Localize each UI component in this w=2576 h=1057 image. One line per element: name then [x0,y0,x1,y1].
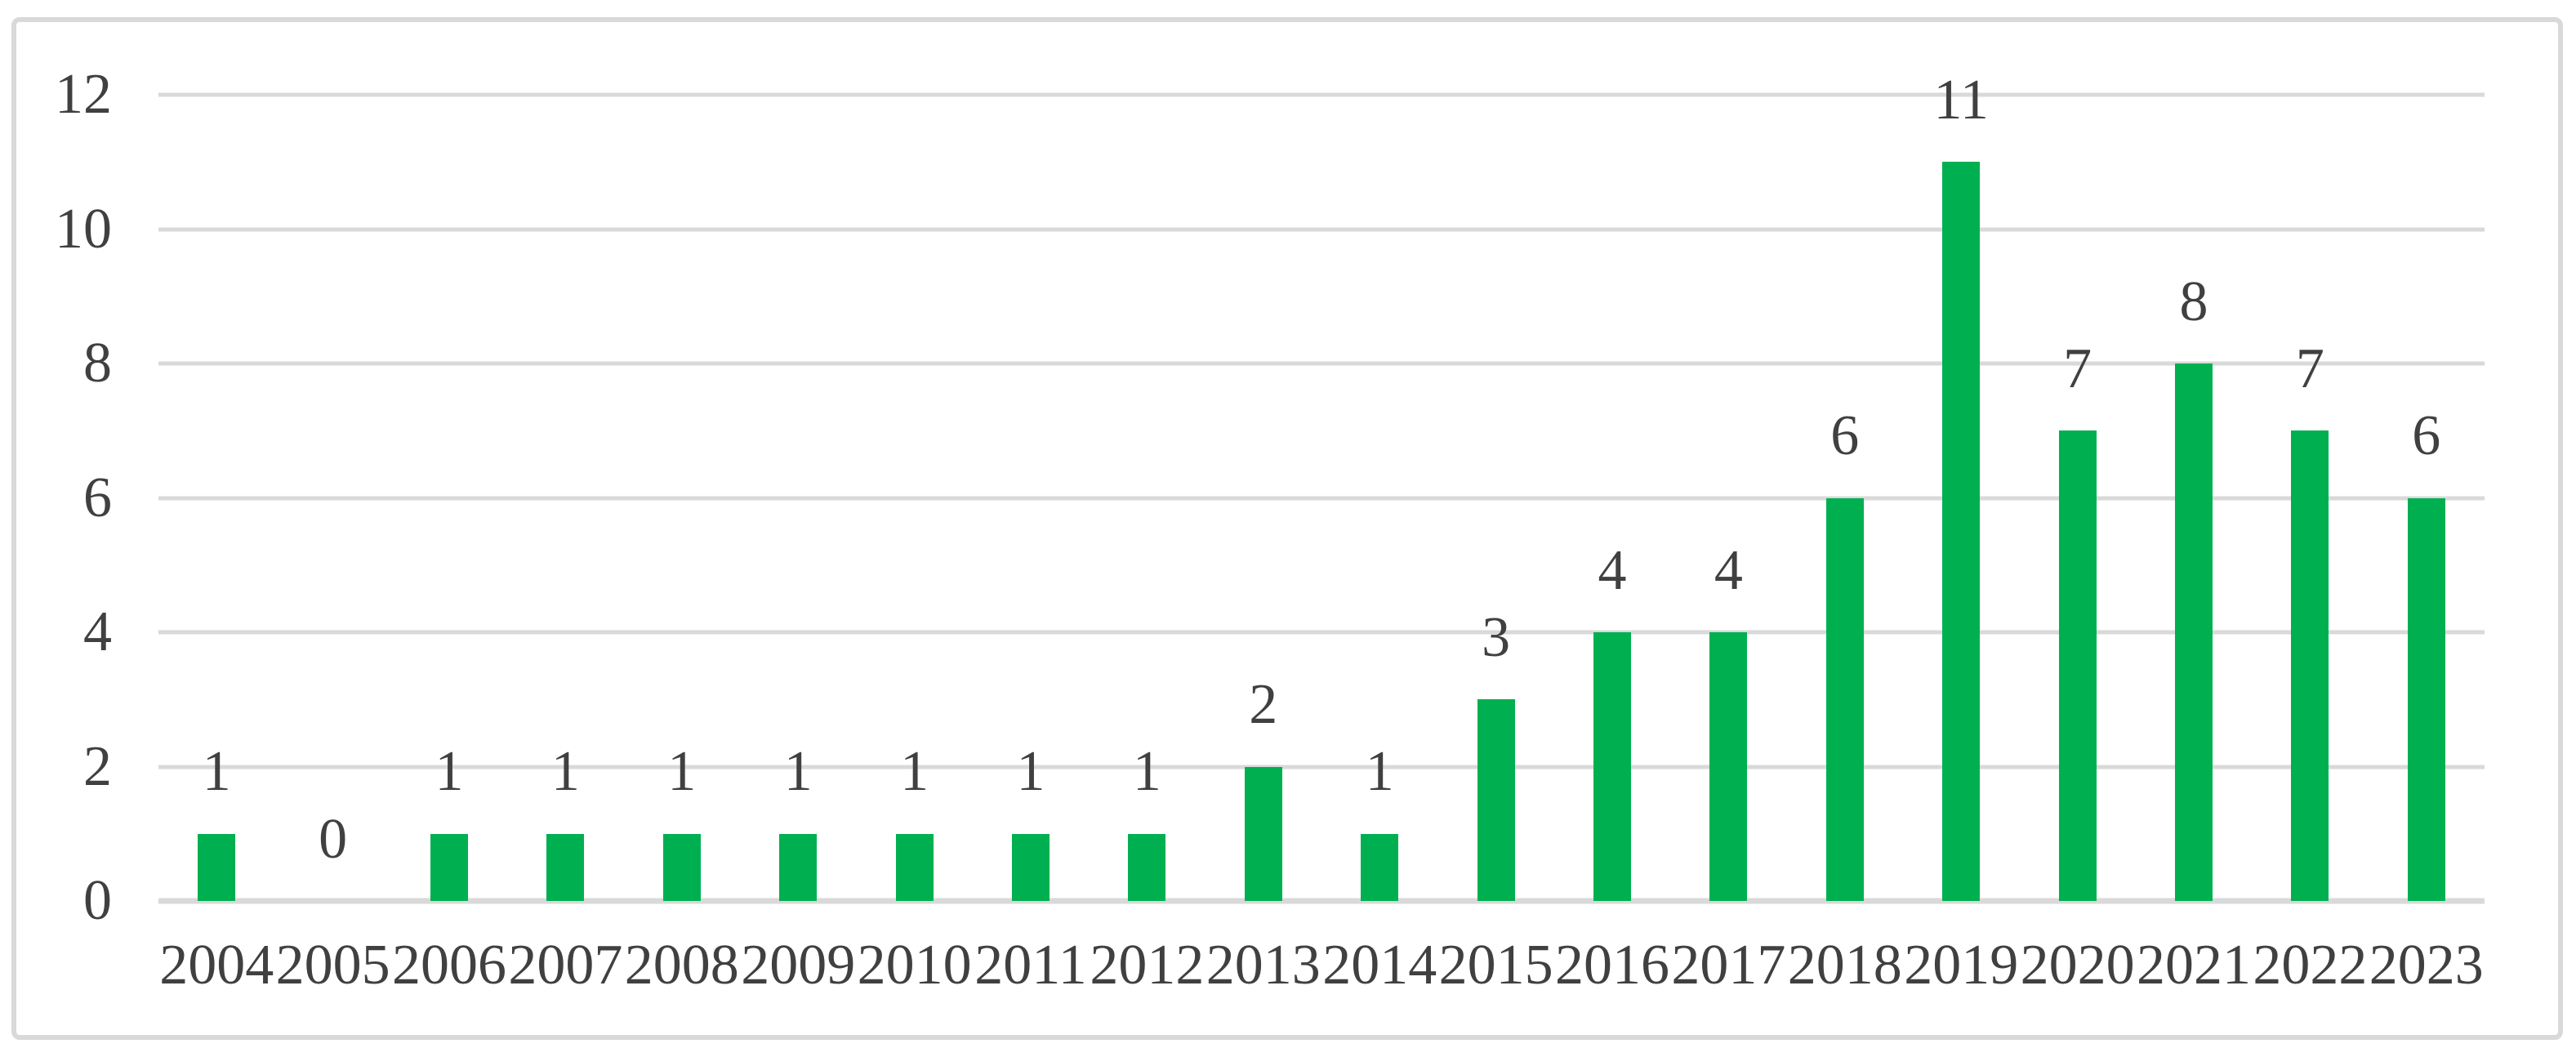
bar-value-label: 7 [2295,337,2324,400]
gridline [158,361,2485,366]
gridline [158,496,2485,500]
bar-2013 [1244,766,1282,901]
gridline [158,92,2485,97]
bar-2021 [2175,363,2213,901]
bar-value-label: 4 [1714,538,1743,602]
bar-2007 [546,833,585,901]
x-axis-tick-label: 2017 [1671,934,1786,997]
bar-2015 [1477,699,1515,901]
x-axis-tick-label: 2007 [508,934,623,997]
bar-value-label: 1 [1365,740,1394,804]
bar-value-label: 1 [435,740,464,804]
bar-2019 [1942,162,1981,901]
y-axis-tick-label: 12 [55,63,112,126]
chart-border-frame [11,17,2563,1040]
x-axis-tick-label: 2021 [2137,934,2251,997]
bar-value-label: 1 [1132,740,1161,804]
gridline [158,227,2485,231]
bar-value-label: 1 [667,740,697,804]
plot-area: 1 0 1 1 1 1 1 1 1 2 1 3 4 4 6 11 7 8 7 6 [158,71,2485,904]
x-axis-tick-label: 2018 [1787,934,1902,997]
y-axis-tick-label: 10 [55,197,112,261]
bar-2016 [1593,632,1631,901]
bar-value-label: 1 [550,740,580,804]
bar-value-label: 0 [319,807,348,871]
bar-2009 [779,833,818,901]
y-axis-tick-label: 4 [83,600,112,663]
bar-2018 [1825,497,1864,901]
y-axis-tick-label: 2 [83,734,112,798]
bar-2008 [662,833,701,901]
bar-2012 [1128,833,1166,901]
bar-value-label: 3 [1482,605,1511,669]
bar-2011 [1012,833,1050,901]
x-axis-tick-label: 2005 [275,934,390,997]
x-axis-tick-label: 2016 [1555,934,1669,997]
x-axis-tick-label: 2015 [1438,934,1553,997]
x-axis-tick-label: 2009 [741,934,856,997]
x-axis-tick-label: 2014 [1322,934,1437,997]
bar-2022 [2291,430,2329,901]
gridline [158,765,2485,769]
x-axis-tick-label: 2022 [2253,934,2368,997]
x-axis-tick-label: 2012 [1090,934,1205,997]
bar-2010 [895,833,934,901]
bar-2023 [2407,497,2445,901]
x-axis-tick-label: 2004 [159,934,274,997]
x-axis-tick-label: 2013 [1206,934,1321,997]
bar-value-label: 1 [202,740,231,804]
x-axis-tick-label: 2020 [2020,934,2135,997]
x-axis-tick-label: 2011 [974,934,1087,997]
bar-value-label: 1 [900,740,929,804]
gridline [158,630,2485,635]
x-axis-tick-label: 2023 [2369,934,2484,997]
bar-value-label: 6 [1830,404,1860,468]
bar-2020 [2058,430,2097,901]
bar-2014 [1361,833,1399,901]
bar-value-label: 4 [1598,538,1627,602]
x-axis-tick-label: 2019 [1904,934,2019,997]
bar-value-label: 1 [783,740,813,804]
bar-value-label: 8 [2179,270,2208,333]
bar-value-label: 2 [1249,673,1278,737]
y-axis-tick-label: 8 [83,332,112,395]
x-axis-tick-label: 2010 [857,934,972,997]
bar-value-label: 7 [2063,337,2092,400]
x-axis-line [158,898,2485,904]
y-axis-tick-label: 0 [83,869,112,932]
x-axis-tick-label: 2008 [624,934,739,997]
bar-value-label: 1 [1016,740,1045,804]
bar-2004 [198,833,236,901]
y-axis-tick-label: 6 [83,466,112,529]
bar-value-label: 11 [1933,68,1989,132]
bar-2017 [1709,632,1748,901]
bar-2006 [430,833,468,901]
x-axis-tick-label: 2006 [392,934,506,997]
bar-value-label: 6 [2412,404,2441,468]
